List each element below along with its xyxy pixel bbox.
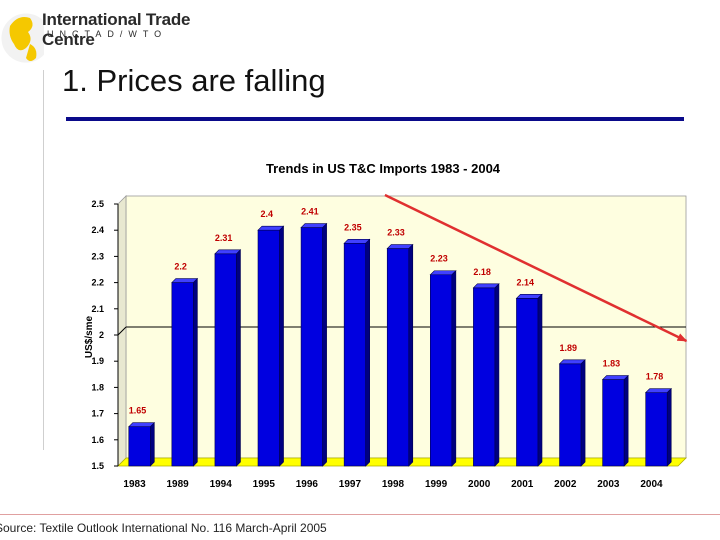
- bar-side-2003: [623, 374, 629, 467]
- x-tick-label-2000: 2000: [468, 479, 491, 490]
- x-tick-label-1998: 1998: [382, 479, 405, 490]
- bar-2000: [473, 287, 496, 467]
- bar-side-2001: [537, 293, 543, 467]
- data-label-2003: 1.83: [603, 359, 621, 369]
- bar-side-2000: [494, 283, 500, 467]
- y-tick-label: 2.2: [91, 278, 104, 288]
- left-divider: [43, 70, 44, 450]
- bar-top-2001: [515, 294, 543, 299]
- data-label-1996: 2.41: [301, 207, 319, 217]
- bar-top-2004: [644, 388, 672, 393]
- data-label-2004: 1.78: [646, 372, 664, 382]
- bar-side-1989: [193, 277, 198, 467]
- y-tick-label: 1.9: [91, 356, 104, 366]
- data-label-2001: 2.14: [516, 277, 534, 287]
- bar-top-1989: [171, 278, 199, 283]
- bar-top-1997: [343, 239, 371, 244]
- y-tick-label: 1.5: [91, 461, 104, 471]
- bar-2003: [602, 379, 625, 467]
- gridline-2-side: [117, 326, 127, 336]
- x-tick-label-2004: 2004: [640, 479, 663, 490]
- bar-side-1994: [236, 249, 241, 467]
- bar-top-1996: [300, 223, 328, 228]
- data-label-1997: 2.35: [344, 222, 362, 232]
- bar-side-1998: [408, 243, 414, 467]
- data-label-2000: 2.18: [473, 267, 491, 277]
- bar-1995: [257, 229, 280, 467]
- x-tick-label-2001: 2001: [511, 479, 534, 490]
- trend-arrow: [384, 193, 688, 343]
- y-axis-title: US$/sme: [84, 315, 95, 358]
- data-label-1989: 2.2: [174, 262, 187, 272]
- globe-icon: [0, 12, 44, 64]
- x-tick-label-1994: 1994: [210, 479, 233, 490]
- bar-side-1996: [322, 222, 327, 467]
- data-label-1998: 2.33: [387, 228, 405, 238]
- slide-title: 1. Prices are falling: [62, 63, 326, 98]
- bar-side-2004: [666, 387, 672, 467]
- itc-logo: International Trade Centre UNCTAD/WTO: [0, 0, 230, 80]
- y-tick-label: 1.8: [91, 382, 104, 392]
- bar-top-2002: [558, 359, 586, 365]
- bar-top-2000: [472, 283, 500, 289]
- title-underline: [66, 117, 684, 121]
- y-tick-label: 1.7: [91, 409, 104, 419]
- bar-1997: [343, 243, 366, 467]
- bar-top-1998: [386, 244, 414, 249]
- data-label-1999: 2.23: [430, 254, 448, 264]
- bar-1983: [128, 426, 151, 467]
- bar-1989: [171, 282, 194, 467]
- x-tick-label-1995: 1995: [253, 479, 276, 490]
- y-tick-label: 2.1: [91, 304, 104, 314]
- y-tick-label: 2.3: [91, 251, 104, 261]
- data-label-1995: 2.4: [261, 209, 274, 219]
- y-tick-label: 2.5: [91, 199, 104, 209]
- footer-rule: [0, 514, 720, 515]
- bar-top-1995: [257, 225, 285, 231]
- x-tick-label-2002: 2002: [554, 479, 577, 490]
- bar-2004: [645, 392, 668, 467]
- bar-side-1999: [451, 270, 457, 467]
- x-tick-label-2003: 2003: [597, 479, 620, 490]
- y-tick-label: 1.6: [91, 435, 104, 445]
- bar-2001: [516, 298, 539, 467]
- x-tick-label-1996: 1996: [296, 479, 319, 490]
- bar-side-1983: [150, 421, 155, 467]
- x-tick-label-1997: 1997: [339, 479, 362, 490]
- bar-top-1994: [214, 249, 242, 255]
- x-tick-label-1999: 1999: [425, 479, 448, 490]
- bar-side-1995: [279, 225, 284, 467]
- bar-top-2003: [601, 375, 629, 380]
- y-tick-label: 2: [99, 330, 104, 340]
- chart-title: Trends in US T&C Imports 1983 - 2004: [266, 161, 501, 176]
- bar-side-1997: [365, 238, 370, 467]
- bar-top-1999: [429, 270, 457, 276]
- data-label-1983: 1.65: [129, 406, 147, 416]
- bar-side-2002: [580, 359, 586, 467]
- bar-top-1983: [128, 422, 156, 428]
- data-label-1994: 2.31: [215, 233, 233, 243]
- org-name: International Trade Centre: [42, 10, 191, 49]
- org-sub: UNCTAD/WTO: [47, 29, 168, 39]
- data-label-2002: 1.89: [560, 343, 578, 353]
- y-tick-label: 2.4: [91, 225, 104, 235]
- x-tick-label-1989: 1989: [166, 479, 189, 490]
- bar-1998: [386, 248, 410, 467]
- bar-2002: [559, 363, 582, 467]
- bar-1999: [430, 274, 453, 467]
- bar-1994: [214, 253, 237, 467]
- source-note: Source: Textile Outlook International No…: [0, 521, 327, 535]
- bar-1996: [300, 227, 323, 467]
- x-tick-label-1983: 1983: [123, 479, 146, 490]
